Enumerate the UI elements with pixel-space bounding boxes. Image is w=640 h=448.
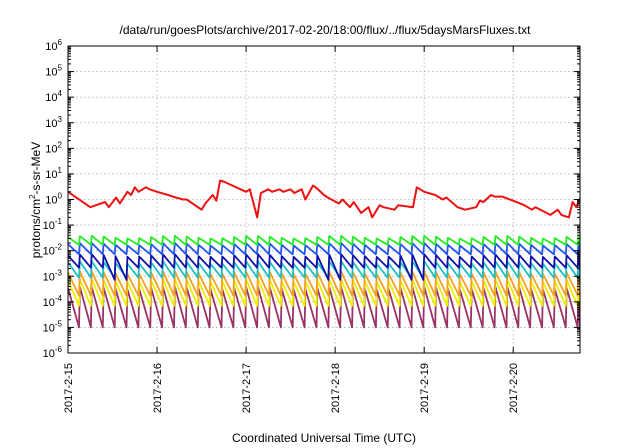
y-tick-label-exp: -4: [55, 294, 63, 303]
y-tick-label: 10-2: [43, 243, 63, 258]
x-tick-label: 2017-2-18: [330, 363, 342, 413]
y-tick-label-base: 10: [45, 195, 57, 207]
series-line: [68, 285, 580, 329]
y-axis-label-post: -s-sr-MeV: [29, 142, 43, 195]
y-tick-label: 103: [45, 115, 62, 130]
y-tick-label: 10-1: [43, 217, 63, 232]
y-tick-label-base: 10: [43, 220, 55, 232]
y-tick-label: 105: [45, 64, 62, 79]
y-tick-label: 106: [45, 38, 62, 53]
x-tick-label: 2017-2-15: [63, 363, 75, 413]
y-tick-labels: 10-610-510-410-310-210-11001011021031041…: [43, 38, 63, 360]
y-tick-label-base: 10: [43, 297, 55, 309]
y-axis-label: protons/cm2-s-sr-MeV: [28, 142, 43, 258]
x-tick-label: 2017-2-20: [508, 363, 520, 413]
y-tick-label-exp: -3: [55, 268, 63, 277]
x-tick-label: 2017-2-16: [152, 363, 164, 413]
y-tick-label-base: 10: [45, 41, 57, 53]
y-tick-label-exp: 3: [58, 115, 63, 124]
y-tick-label: 10-6: [43, 345, 63, 360]
y-tick-label-exp: -5: [55, 319, 63, 328]
y-tick-label: 102: [45, 140, 62, 155]
y-tick-label: 10-5: [43, 319, 63, 334]
y-tick-label: 10-3: [43, 268, 63, 283]
x-tick-labels: 2017-2-15 2017-2-16 2017-2-17 2017-2-18 2017…: [63, 363, 520, 413]
y-tick-label-base: 10: [43, 348, 55, 360]
chart-title: /data/run/goesPlots/archive/2017-02-20/1…: [120, 23, 532, 37]
series-layer: [68, 179, 580, 329]
y-tick-label-base: 10: [45, 67, 57, 79]
y-tick-label-base: 10: [43, 271, 55, 283]
y-tick-label: 101: [45, 166, 62, 181]
series-line: [68, 253, 580, 281]
y-tick-label-base: 10: [45, 143, 57, 155]
x-axis-label: Coordinated Universal Time (UTC): [232, 431, 416, 445]
y-axis-label-pre: protons/cm: [29, 199, 43, 258]
y-tick-label-base: 10: [43, 246, 55, 258]
y-tick-label: 10-4: [43, 294, 63, 309]
y-tick-label-exp: -6: [55, 345, 63, 354]
x-tick-label: 2017-2-17: [241, 363, 253, 413]
y-axis-label-sup: 2: [28, 194, 37, 199]
y-tick-label-base: 10: [43, 322, 55, 334]
y-tick-label-base: 10: [45, 169, 57, 181]
y-tick-label-base: 10: [45, 92, 57, 104]
y-tick-label-exp: -2: [55, 243, 63, 252]
y-tick-label-exp: 2: [58, 140, 63, 149]
y-tick-label: 104: [45, 89, 62, 104]
y-tick-label-exp: 4: [58, 89, 63, 98]
series-line: [68, 270, 580, 297]
y-tick-label-exp: 6: [58, 38, 63, 47]
series-line: [68, 179, 580, 219]
series-line: [68, 234, 580, 246]
x-tick-label: 2017-2-19: [419, 363, 431, 413]
series-line: [68, 242, 580, 256]
y-tick-label-exp: 5: [58, 64, 63, 73]
y-tick-label-exp: -1: [55, 217, 63, 226]
y-tick-label-base: 10: [45, 118, 57, 130]
y-tick-label: 100: [45, 192, 62, 207]
y-tick-label-exp: 1: [58, 166, 63, 175]
axis-ticks: [67, 45, 580, 354]
y-tick-label-exp: 0: [58, 192, 63, 201]
